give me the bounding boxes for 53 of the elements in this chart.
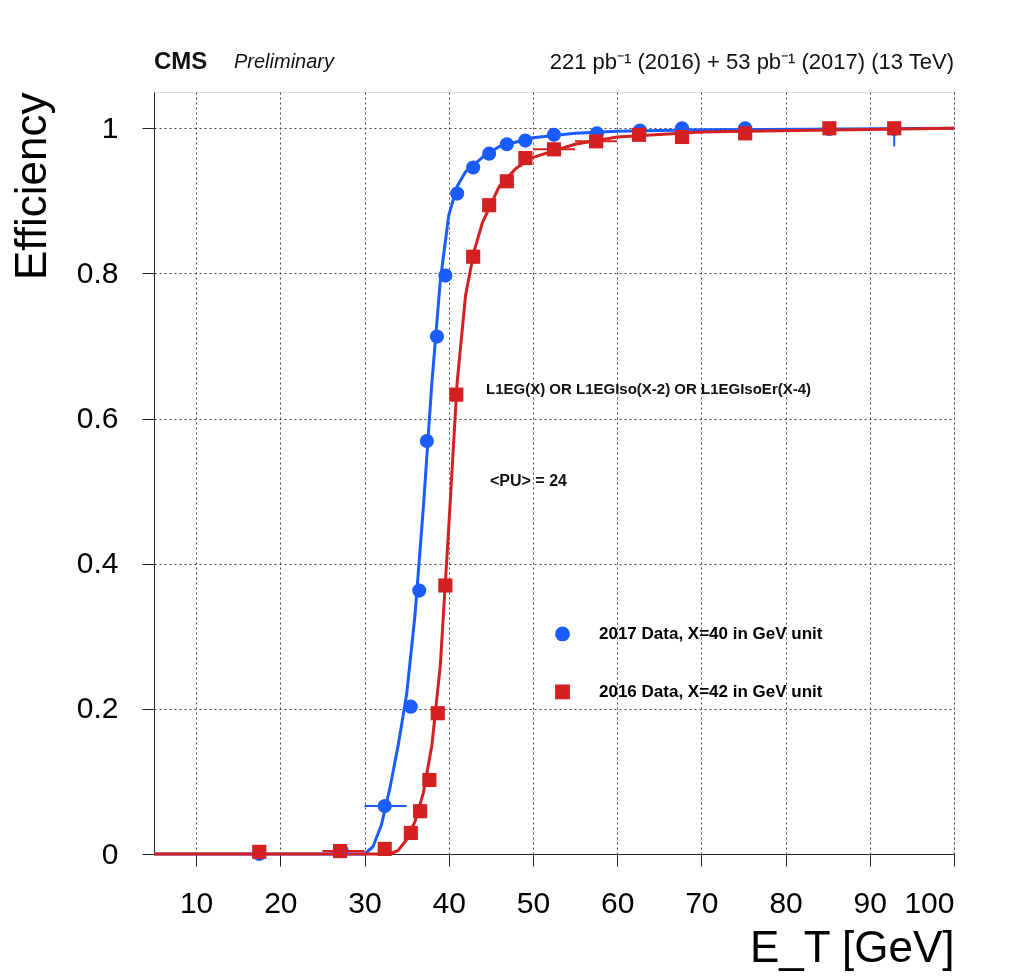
annotation: L1EG(X) OR L1EGIso(X-2) OR L1EGIsoEr(X-4) [486, 380, 812, 398]
point [546, 127, 562, 142]
point [482, 146, 497, 161]
x-tick-label: 40 [432, 885, 466, 919]
x-tick-label: 70 [685, 885, 719, 919]
x-tick-label: 80 [769, 885, 803, 919]
legend-label: 2017 Data, X=40 in GeV unit [599, 623, 823, 643]
point [546, 142, 562, 157]
point [403, 825, 418, 841]
point [518, 150, 533, 166]
y-tick-label: 0 [101, 836, 119, 870]
y-tick-label: 0.2 [76, 691, 119, 725]
point [738, 126, 753, 141]
point [419, 434, 434, 449]
point [631, 127, 647, 142]
text: Preliminary [234, 50, 336, 72]
y-axis-title: Efficiency [5, 92, 55, 280]
y-tick-label: 1 [101, 110, 119, 144]
point [499, 137, 514, 152]
x-axis-title: E_T [GeV] [749, 921, 955, 971]
point [413, 804, 428, 819]
point [412, 583, 427, 598]
x-tick-label: 20 [264, 885, 298, 919]
text: CMS [154, 47, 208, 74]
legend-label: 2016 Data, X=42 in GeV unit [599, 681, 823, 701]
annotation: <PU> = 24 [490, 471, 568, 489]
x-tick-label: 30 [348, 885, 382, 919]
y-tick-label: 0.8 [76, 255, 119, 289]
x-tick-label: 50 [516, 885, 551, 919]
point [422, 772, 437, 788]
x-tick-label: 60 [600, 885, 635, 919]
point [377, 799, 392, 814]
point [430, 706, 445, 721]
point [403, 699, 418, 714]
point [518, 133, 533, 148]
point [589, 134, 604, 149]
x-tick-label: 100 [904, 885, 955, 919]
text: 221 pb⁻¹ (2016) + 53 pb⁻¹ (2017) (13 TeV) [549, 49, 954, 74]
point [450, 186, 465, 201]
point [674, 129, 690, 145]
point [438, 578, 453, 593]
x-tick-label: 10 [179, 885, 214, 919]
point [429, 329, 445, 344]
point [482, 198, 497, 213]
point [449, 387, 464, 402]
point [377, 841, 392, 856]
point [499, 174, 514, 189]
point [466, 160, 481, 175]
point [466, 249, 481, 264]
y-tick-label: 0.4 [76, 546, 119, 580]
x-tick-label: 90 [853, 885, 887, 919]
y-tick-label: 0.6 [76, 401, 119, 435]
point [438, 268, 453, 283]
